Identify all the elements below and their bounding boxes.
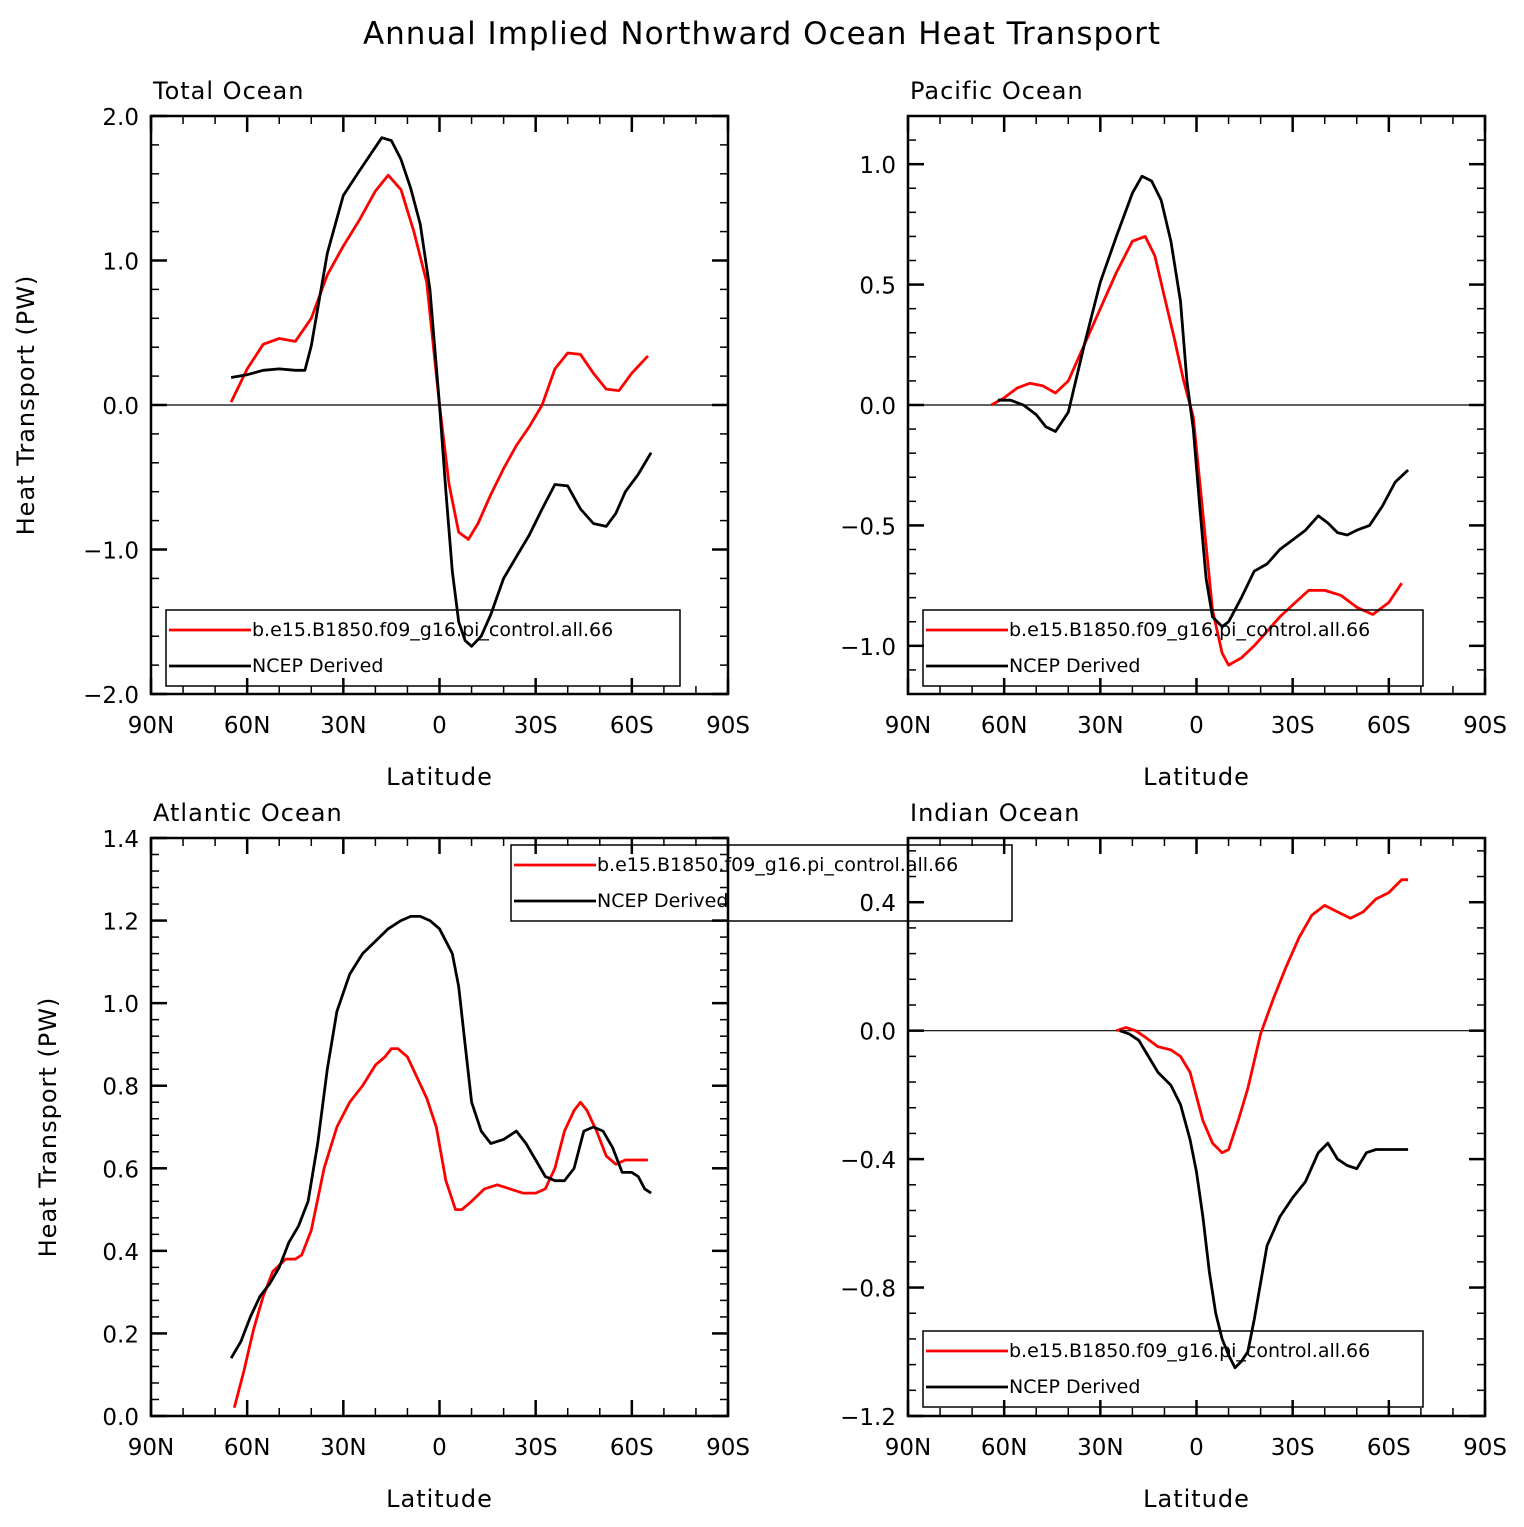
y-tick-label: −1.0 xyxy=(840,635,896,661)
legend: b.e15.B1850.f09_g16.pi_control.all.66 NCE… xyxy=(510,844,1013,922)
x-tick-label: 60N xyxy=(981,1435,1027,1461)
panel-title: Atlantic Ocean xyxy=(153,799,343,827)
legend-box xyxy=(165,609,681,687)
x-tick-label: 30N xyxy=(320,1435,366,1461)
x-tick-label: 90S xyxy=(706,1435,750,1461)
y-tick-label: 0.0 xyxy=(859,394,896,420)
legend-label: b.e15.B1850.f09_g16.pi_control.all.66 xyxy=(1009,1340,1370,1362)
x-tick-label: 60S xyxy=(610,1435,654,1461)
plot-frame xyxy=(906,114,1487,696)
y-tick-label: 1.2 xyxy=(102,910,139,936)
panel-pacific-ocean: Pacific Ocean 90N 60N 30N 0 30S 60S 90S −1.0 −0.5… xyxy=(840,77,1507,791)
y-tick-label: −0.8 xyxy=(840,1277,896,1303)
x-tick-label: 60N xyxy=(224,1435,270,1461)
x-tick-label: 30S xyxy=(514,713,558,739)
y-tick-label: 0.0 xyxy=(859,1020,896,1046)
model-series-line xyxy=(232,1047,648,1409)
ncep-series-line xyxy=(229,915,652,1359)
y-tick-label: 1.0 xyxy=(859,153,896,179)
y-tick-label: 0.2 xyxy=(102,1322,139,1348)
model-series-line xyxy=(1115,878,1409,1155)
panels: Total Ocean 90N 60N 30N 0 30S 60S 90S −2.0 −1.0 0.… xyxy=(12,77,1507,1513)
x-tick-label: 0 xyxy=(432,713,447,739)
legend-box xyxy=(510,844,1013,922)
legend-label: NCEP Derived xyxy=(252,655,383,677)
legend-label: NCEP Derived xyxy=(1009,655,1140,677)
ncep-series-line xyxy=(230,136,653,648)
plot-frame xyxy=(149,836,730,1418)
y-tick-label: 0.0 xyxy=(102,1405,139,1431)
plot-frame xyxy=(149,114,730,696)
y-axis-label: Heat Transport (PW) xyxy=(12,275,40,536)
y-tick-label: 0.5 xyxy=(859,274,896,300)
panel-total-ocean: Total Ocean 90N 60N 30N 0 30S 60S 90S −2.0 −1.0 0.… xyxy=(12,77,750,791)
legend-label: NCEP Derived xyxy=(597,890,728,912)
ncep-series-line xyxy=(1119,1029,1409,1370)
y-tick-label: −1.2 xyxy=(840,1405,896,1431)
x-tick-label: 90S xyxy=(1463,1435,1507,1461)
panel-atlantic-ocean: Atlantic Ocean 90N 60N 30N 0 30S 60S 90S 0.0 0.2 0… xyxy=(34,799,1013,1513)
model-series-line xyxy=(229,173,649,541)
legend-label: NCEP Derived xyxy=(1009,1376,1140,1398)
x-tick-label: 30N xyxy=(1077,713,1123,739)
legend-box xyxy=(922,609,1424,687)
x-tick-label: 30S xyxy=(1271,713,1315,739)
ncep-series-line xyxy=(997,174,1410,628)
legend-label: b.e15.B1850.f09_g16.pi_control.all.66 xyxy=(597,854,958,876)
x-tick-label: 90S xyxy=(706,713,750,739)
legend-label: b.e15.B1850.f09_g16.pi_control.all.66 xyxy=(252,619,613,641)
x-tick-label: 30S xyxy=(1271,1435,1315,1461)
y-tick-label: 2.0 xyxy=(102,105,139,131)
y-tick-label: 0.4 xyxy=(859,891,896,917)
y-tick-label: 0.6 xyxy=(102,1157,139,1183)
x-tick-label: 90N xyxy=(128,1435,174,1461)
y-tick-label: 0.0 xyxy=(102,394,139,420)
y-axis-label: Heat Transport (PW) xyxy=(34,997,62,1258)
panel-title: Total Ocean xyxy=(152,77,304,105)
panel-title: Pacific Ocean xyxy=(910,77,1084,105)
x-axis-label: Latitude xyxy=(1143,763,1250,791)
y-tick-label: −2.0 xyxy=(83,683,139,709)
y-tick-label: 1.4 xyxy=(102,827,139,853)
x-tick-label: 60S xyxy=(1367,1435,1411,1461)
figure-title: Annual Implied Northward Ocean Heat Tran… xyxy=(363,16,1161,52)
y-tick-label: 1.0 xyxy=(102,250,139,276)
x-tick-label: 0 xyxy=(1189,713,1204,739)
x-tick-label: 90N xyxy=(885,1435,931,1461)
x-tick-label: 30N xyxy=(1077,1435,1123,1461)
x-tick-label: 60S xyxy=(1367,713,1411,739)
x-tick-label: 30S xyxy=(514,1435,558,1461)
x-tick-label: 30N xyxy=(320,713,366,739)
x-tick-label: 90S xyxy=(1463,713,1507,739)
panel-title: Indian Ocean xyxy=(910,799,1081,827)
legend-label: b.e15.B1850.f09_g16.pi_control.all.66 xyxy=(1009,619,1370,641)
x-tick-label: 0 xyxy=(1189,1435,1204,1461)
legend-box xyxy=(922,1330,1424,1408)
y-tick-label: −0.4 xyxy=(840,1148,896,1174)
x-tick-label: 60N xyxy=(981,713,1027,739)
y-tick-label: 0.8 xyxy=(102,1075,139,1101)
plot-frame xyxy=(906,836,1487,1418)
x-axis-label: Latitude xyxy=(386,763,493,791)
x-axis-label: Latitude xyxy=(386,1485,493,1513)
model-series-line xyxy=(990,234,1403,667)
legend: b.e15.B1850.f09_g16.pi_control.all.66 NCE… xyxy=(922,1330,1424,1408)
y-tick-label: 1.0 xyxy=(102,992,139,1018)
x-tick-label: 60S xyxy=(610,713,654,739)
x-tick-label: 60N xyxy=(224,713,270,739)
x-axis-label: Latitude xyxy=(1143,1485,1250,1513)
panel-indian-ocean: Indian Ocean 90N 60N 30N 0 30S 60S 90S −1.2 −0.8 −… xyxy=(840,799,1507,1513)
x-tick-label: 0 xyxy=(432,1435,447,1461)
y-tick-label: −0.5 xyxy=(840,514,896,540)
x-tick-label: 90N xyxy=(128,713,174,739)
y-tick-label: −1.0 xyxy=(83,539,139,565)
legend: b.e15.B1850.f09_g16.pi_control.all.66 NCE… xyxy=(165,609,681,687)
x-tick-label: 90N xyxy=(885,713,931,739)
legend: b.e15.B1850.f09_g16.pi_control.all.66 NCE… xyxy=(922,609,1424,687)
y-tick-label: 0.4 xyxy=(102,1240,139,1266)
